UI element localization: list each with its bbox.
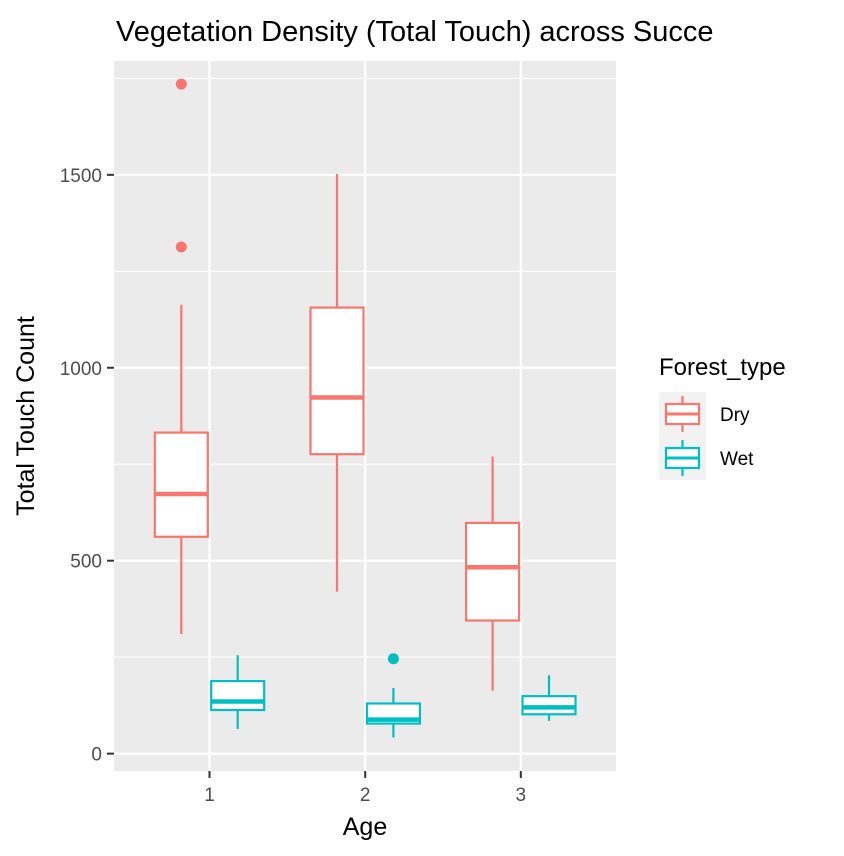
x-axis-title: Age (343, 813, 387, 841)
y-tick-label: 1500 (60, 166, 102, 187)
y-tick-label: 500 (70, 552, 102, 573)
y-tick-label: 0 (91, 745, 102, 766)
series-wet (210, 653, 577, 738)
box-wet-age-1 (210, 655, 266, 729)
legend-item-wet: Wet (659, 436, 754, 480)
legend-item-dry: Dry (659, 392, 750, 436)
legend-title: Forest_type (659, 354, 786, 381)
x-axis: 1 2 3 (204, 771, 526, 806)
box-layer (153, 78, 577, 738)
box-iqr (210, 679, 266, 712)
outlier-point (387, 653, 399, 665)
x-tick-label: 3 (516, 785, 527, 806)
y-tick-label: 1000 (60, 359, 102, 380)
box-wet-age-3 (521, 675, 577, 721)
series-dry (153, 78, 521, 691)
outlier-point (175, 241, 187, 253)
chart-title: Vegetation Density (Total Touch) across … (116, 16, 714, 48)
box-dry-age-2 (309, 174, 365, 592)
legend-label: Wet (720, 449, 754, 470)
box-iqr (309, 306, 365, 456)
legend: Forest_type Dry Wet (659, 354, 786, 480)
box-wet-age-2 (365, 653, 421, 738)
x-tick-label: 2 (360, 785, 371, 806)
outlier-point (175, 78, 187, 90)
y-axis: 0 500 1000 1500 (60, 166, 114, 766)
x-tick-label: 1 (204, 785, 215, 806)
box-dry-age-1 (153, 78, 209, 635)
y-axis-title: Total Touch Count (12, 316, 40, 516)
legend-label: Dry (720, 405, 750, 426)
box-iqr (153, 431, 209, 538)
grid-lines (114, 61, 616, 771)
box-dry-age-3 (465, 456, 521, 691)
box-iqr (465, 521, 521, 622)
